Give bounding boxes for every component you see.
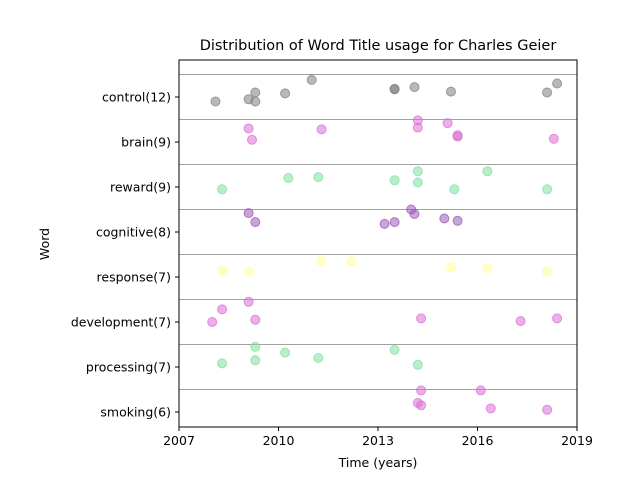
y-tick-label: control(12) <box>102 90 171 105</box>
data-point <box>306 74 317 85</box>
data-point <box>250 314 261 325</box>
data-point <box>313 353 324 363</box>
data-point <box>250 217 261 228</box>
data-point <box>475 385 486 396</box>
data-point <box>243 266 254 277</box>
x-axis-ticks: 2007 2010 2013 2016 2019 <box>163 427 593 448</box>
data-point <box>515 316 526 327</box>
data-point <box>416 400 427 411</box>
y-tick-label: brain(9) <box>121 135 171 150</box>
data-point <box>439 213 450 224</box>
data-point <box>207 317 218 327</box>
y-tick-label: cognitive(8) <box>96 225 171 240</box>
data-point <box>389 217 400 228</box>
data-point <box>485 403 496 414</box>
data-point <box>446 86 456 97</box>
x-tick-label: 2007 <box>163 433 195 448</box>
x-tick-label: 2010 <box>263 433 295 448</box>
data-point <box>416 385 427 396</box>
data-point <box>452 215 463 226</box>
data-point <box>280 347 291 358</box>
data-point <box>210 96 221 107</box>
data-points <box>207 74 563 415</box>
y-tick-label: smoking(6) <box>100 405 171 420</box>
data-point <box>283 173 294 183</box>
data-point <box>552 313 563 324</box>
data-point <box>542 87 553 98</box>
y-tick-label: reward(9) <box>110 180 171 195</box>
data-point <box>217 304 228 315</box>
band-separators <box>179 74 577 390</box>
data-point <box>412 177 423 188</box>
data-point <box>548 133 559 144</box>
data-point <box>552 78 563 89</box>
data-point <box>217 358 228 369</box>
data-point <box>482 166 493 177</box>
data-point <box>442 118 453 129</box>
data-point <box>389 175 400 186</box>
y-axis-label: Word <box>37 228 52 260</box>
data-point <box>379 218 390 229</box>
data-point <box>250 87 261 98</box>
data-point <box>243 123 254 134</box>
data-point <box>452 131 463 142</box>
data-point <box>217 265 228 276</box>
data-point <box>313 172 324 183</box>
data-point <box>250 96 261 107</box>
data-point <box>250 355 261 366</box>
x-axis-label: Time (years) <box>338 455 418 470</box>
data-point <box>280 88 291 99</box>
data-point <box>409 82 420 93</box>
data-point <box>542 404 553 415</box>
data-point <box>409 209 420 219</box>
data-point <box>389 84 400 95</box>
data-point <box>482 263 493 273</box>
data-point <box>446 262 456 273</box>
data-point <box>316 124 327 135</box>
data-point <box>346 256 357 267</box>
data-point <box>416 313 427 324</box>
x-tick-label: 2013 <box>362 433 394 448</box>
x-tick-label: 2016 <box>462 433 494 448</box>
data-point <box>217 184 228 195</box>
data-point <box>412 359 423 370</box>
data-point <box>412 122 423 133</box>
chart-title: Distribution of Word Title usage for Cha… <box>200 38 557 54</box>
data-point <box>250 341 261 352</box>
y-tick-label: response(7) <box>97 270 171 285</box>
x-tick-label: 2019 <box>561 433 593 448</box>
data-point <box>243 208 254 219</box>
data-point <box>449 184 460 195</box>
data-point <box>389 344 400 355</box>
plot-frame <box>178 59 578 428</box>
y-axis-ticks: control(12) brain(9) reward(9) cognitive(8)… <box>71 90 179 420</box>
data-point <box>412 166 423 177</box>
data-point <box>316 256 327 267</box>
data-point <box>542 266 553 277</box>
data-point <box>247 134 257 145</box>
y-tick-label: development(7) <box>71 315 171 330</box>
data-point <box>542 184 553 195</box>
y-tick-label: processing(7) <box>86 360 171 375</box>
data-point <box>243 296 254 307</box>
